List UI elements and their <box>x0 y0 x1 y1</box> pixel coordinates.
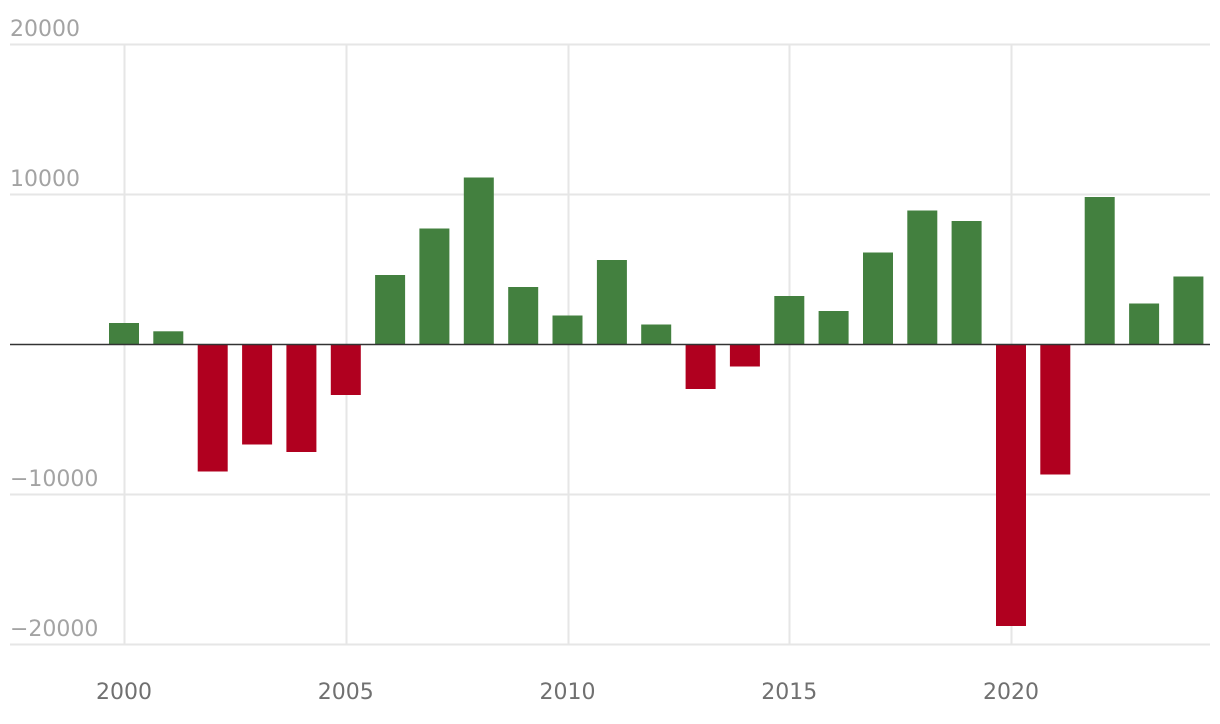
bar-negative <box>197 344 228 472</box>
bar-positive <box>419 228 450 344</box>
x-tick-label: 2020 <box>983 680 1039 705</box>
bar-positive <box>1129 303 1160 344</box>
x-tick-label: 2005 <box>318 680 374 705</box>
x-axis-tick-labels: 2000 2005 2010 2015 2020 <box>96 680 1039 705</box>
bar-positive <box>818 311 849 344</box>
bar-negative <box>286 344 317 452</box>
bar-positive <box>109 323 139 344</box>
bar-positive <box>153 331 184 345</box>
bar-positive <box>907 210 938 344</box>
bar-positive <box>596 260 627 344</box>
bar-negative <box>996 344 1026 626</box>
bar-positive <box>508 287 539 344</box>
horizontal-gridlines <box>10 43 1210 646</box>
y-tick-label: 20000 <box>10 17 80 42</box>
bar-positive <box>951 221 982 344</box>
bar-positive <box>1084 197 1115 344</box>
x-tick-label: 2000 <box>96 680 152 705</box>
y-tick-label: −20000 <box>10 617 98 642</box>
bar-positive <box>552 315 583 344</box>
bar-positive <box>375 275 406 344</box>
y-tick-label: 10000 <box>10 167 80 192</box>
bar-negative <box>330 344 361 395</box>
bar-negative <box>1040 344 1071 475</box>
bars <box>109 177 1204 626</box>
bar-positive <box>774 296 805 344</box>
bar-positive <box>463 177 494 344</box>
x-tick-label: 2010 <box>540 680 596 705</box>
y-tick-label: −10000 <box>10 467 98 492</box>
bar-negative <box>685 344 716 389</box>
bar-positive <box>863 252 893 344</box>
bar-negative <box>242 344 273 445</box>
bar-negative <box>729 344 760 367</box>
y-axis-tick-labels: 20000 10000 −10000 −20000 <box>10 17 98 642</box>
bar-positive <box>641 324 672 344</box>
x-tick-label: 2015 <box>761 680 817 705</box>
bar-positive <box>1173 276 1204 344</box>
